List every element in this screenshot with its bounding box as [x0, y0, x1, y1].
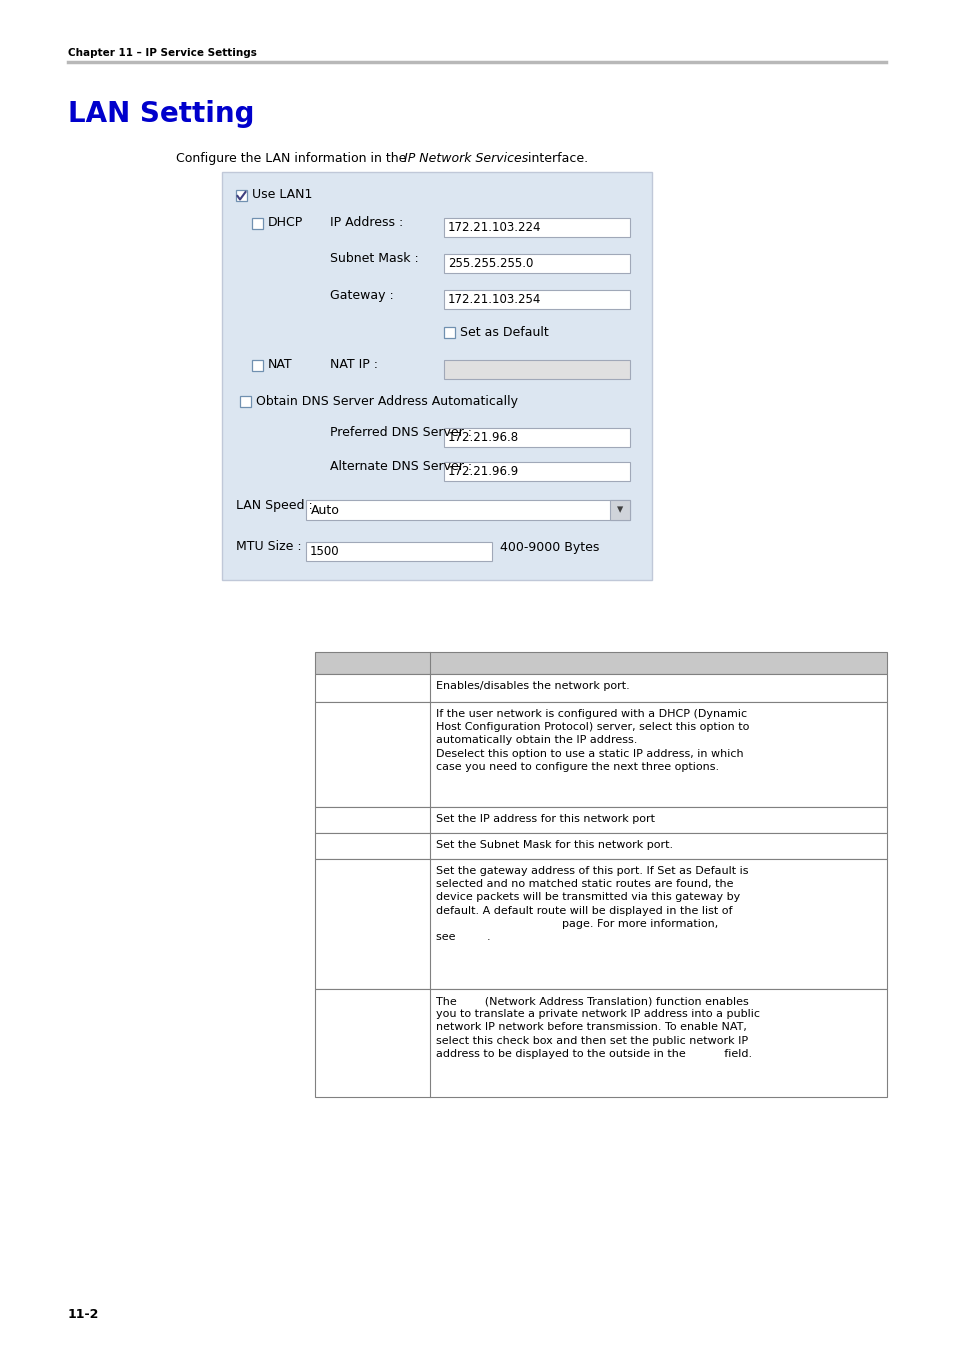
Text: Configure the LAN information in the: Configure the LAN information in the	[175, 153, 410, 165]
Bar	[443, 462, 629, 481]
Text: Alternate DNS Server :: Alternate DNS Server :	[330, 460, 472, 474]
Text: Auto: Auto	[311, 504, 339, 517]
Bar	[443, 290, 629, 309]
Text: Set the gateway address of this port. If Set as Default is
selected and no match: Set the gateway address of this port. If…	[436, 865, 748, 942]
Text: Enables/disables the network port.: Enables/disables the network port.	[436, 680, 629, 691]
Text: 172.21.96.8: 172.21.96.8	[448, 431, 518, 444]
Text: Set the IP address for this network port: Set the IP address for this network port	[436, 814, 655, 824]
Bar	[443, 428, 629, 447]
Text: The        (Network Address Translation) function enables
you to translate a pri: The (Network Address Translation) functi…	[436, 996, 760, 1058]
Bar	[314, 702, 886, 807]
Text: 400-9000 Bytes: 400-9000 Bytes	[499, 540, 598, 553]
Text: Set as Default: Set as Default	[459, 325, 548, 339]
Text: LAN Setting: LAN Setting	[68, 100, 254, 128]
Bar	[443, 254, 629, 273]
Text: 172.21.96.9: 172.21.96.9	[448, 464, 518, 478]
Bar	[252, 360, 263, 371]
Bar	[314, 859, 886, 990]
Text: ▾: ▾	[617, 504, 622, 517]
Bar	[443, 360, 629, 379]
Bar	[252, 217, 263, 230]
Text: 172.21.103.254: 172.21.103.254	[448, 293, 540, 306]
Bar	[235, 190, 247, 201]
Bar	[443, 327, 455, 338]
Text: MTU Size :: MTU Size :	[235, 540, 301, 553]
Text: IP Network Services: IP Network Services	[403, 153, 528, 165]
Text: Set the Subnet Mask for this network port.: Set the Subnet Mask for this network por…	[436, 840, 673, 850]
Text: Preferred DNS Server :: Preferred DNS Server :	[330, 427, 472, 440]
Text: 11-2: 11-2	[68, 1308, 99, 1322]
Bar	[314, 674, 886, 702]
Text: Subnet Mask :: Subnet Mask :	[330, 252, 418, 266]
Bar	[240, 396, 251, 406]
Bar	[306, 541, 492, 562]
Text: Use LAN1: Use LAN1	[252, 189, 312, 201]
Text: 1500: 1500	[310, 545, 339, 558]
Text: LAN Speed :: LAN Speed :	[235, 498, 313, 512]
Text: 172.21.103.224: 172.21.103.224	[448, 221, 541, 234]
Bar	[609, 500, 629, 520]
Text: Gateway :: Gateway :	[330, 289, 394, 301]
Bar	[314, 652, 886, 674]
Text: 255.255.255.0: 255.255.255.0	[448, 256, 533, 270]
Text: IP Address :: IP Address :	[330, 216, 403, 230]
Text: NAT IP :: NAT IP :	[330, 359, 377, 371]
Bar	[443, 217, 629, 238]
Bar	[222, 171, 651, 580]
Text: NAT: NAT	[268, 359, 293, 371]
Bar	[306, 500, 629, 520]
Text: Chapter 11 – IP Service Settings: Chapter 11 – IP Service Settings	[68, 49, 256, 58]
Text: Obtain DNS Server Address Automatically: Obtain DNS Server Address Automatically	[255, 394, 517, 408]
Text: If the user network is configured with a DHCP (Dynamic
Host Configuration Protoc: If the user network is configured with a…	[436, 709, 749, 772]
Bar	[314, 807, 886, 833]
Bar	[314, 833, 886, 859]
Text: DHCP: DHCP	[268, 216, 303, 230]
Bar	[314, 990, 886, 1098]
Text: interface.: interface.	[523, 153, 587, 165]
